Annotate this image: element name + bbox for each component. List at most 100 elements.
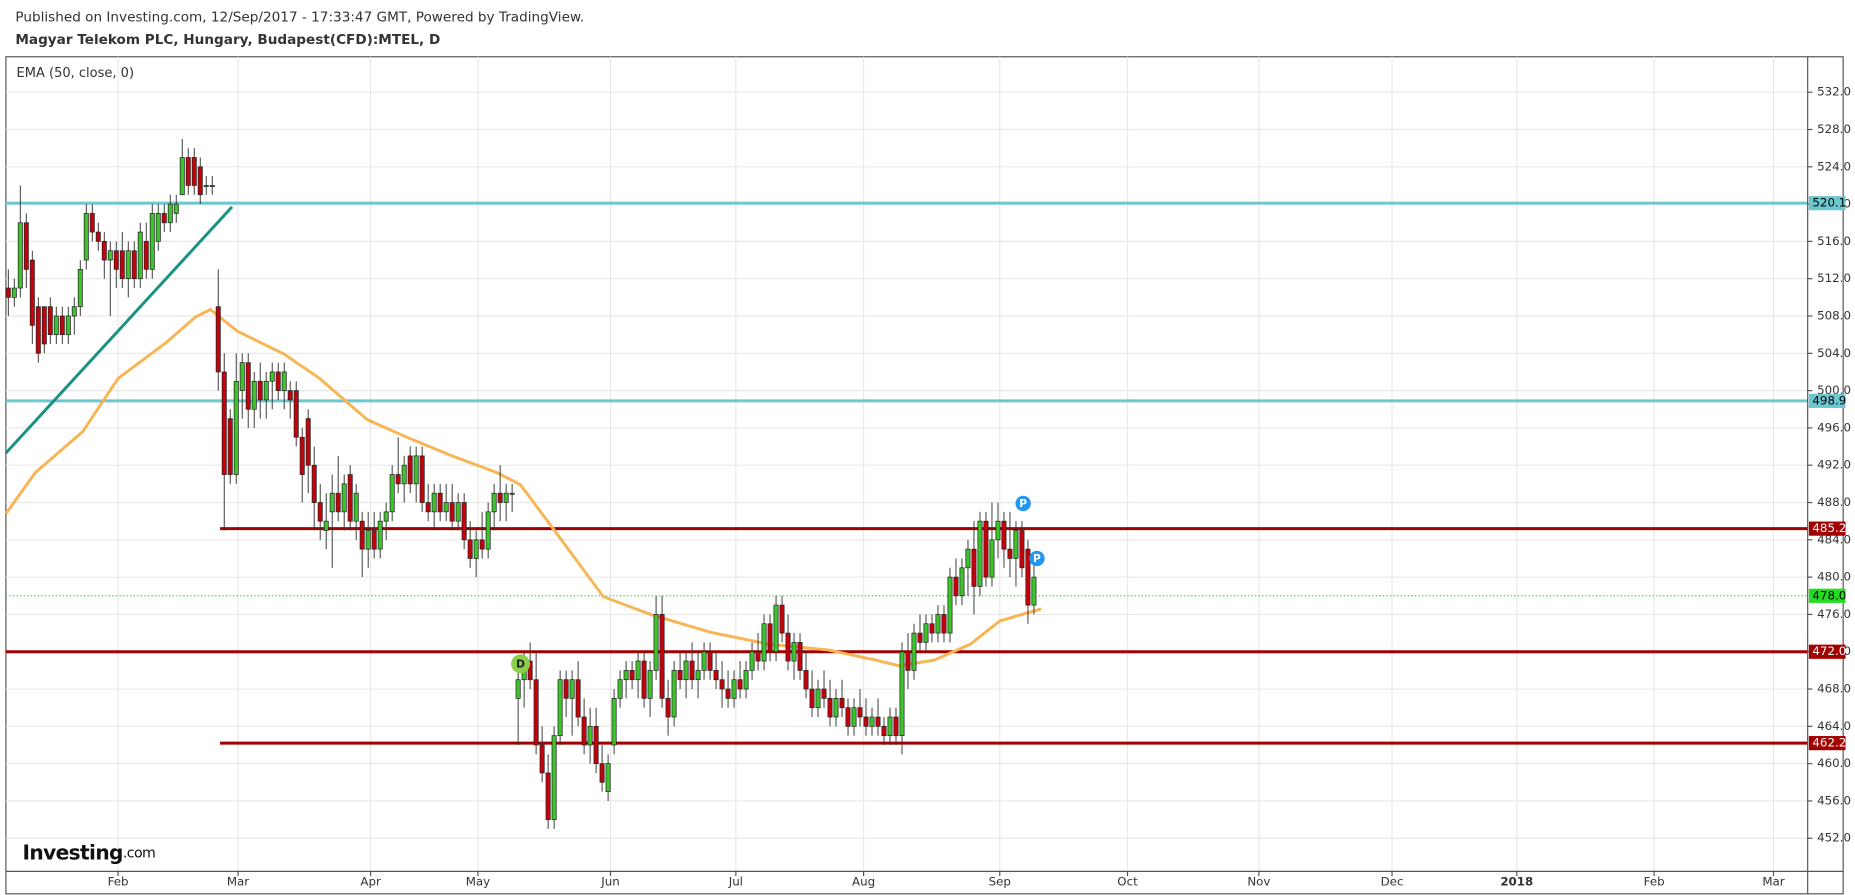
- candle-body: [1007, 548, 1013, 559]
- event-marker-label: D: [516, 657, 525, 670]
- x-tick-label: 2018: [1500, 874, 1533, 888]
- candle-body: [47, 306, 53, 336]
- candle-body: [377, 520, 383, 550]
- candle-body: [743, 670, 749, 690]
- x-tick-label: Mar: [227, 874, 249, 888]
- candle-body: [83, 213, 89, 261]
- candle-body: [239, 362, 245, 391]
- candle-body: [317, 502, 323, 522]
- y-tick-label: 496.0: [1817, 420, 1851, 434]
- candle-body: [617, 679, 623, 699]
- candle-body: [833, 698, 839, 718]
- candle-body: [209, 185, 215, 187]
- candle-body: [719, 679, 725, 690]
- candle-body: [629, 670, 635, 681]
- level-label: 462.2: [1812, 736, 1846, 750]
- candle-body: [683, 660, 689, 681]
- candle-body: [911, 632, 917, 671]
- last-price-label: 478.0: [1812, 588, 1846, 602]
- candle-body: [1019, 530, 1025, 569]
- candle-body: [17, 222, 23, 289]
- x-tick-label: Apr: [360, 874, 381, 888]
- candle-body: [749, 651, 755, 671]
- candle-body: [665, 698, 671, 718]
- candle-body: [53, 315, 59, 336]
- candle-body: [539, 744, 545, 774]
- level-label-bg: [1808, 393, 1846, 408]
- candle-body: [119, 250, 125, 280]
- candle-body: [809, 688, 815, 709]
- candle-body: [155, 213, 161, 242]
- candle-body: [341, 483, 347, 513]
- candle-body: [1001, 520, 1007, 550]
- candle-body: [101, 241, 107, 261]
- candle-body: [311, 464, 317, 503]
- candle-body: [251, 380, 257, 410]
- candle-body: [137, 231, 143, 280]
- candle-body: [827, 698, 833, 718]
- candle-body: [839, 698, 845, 709]
- candle-body: [755, 651, 761, 662]
- candle-body: [785, 632, 791, 662]
- candle-body: [407, 455, 413, 485]
- candle-body: [353, 492, 359, 522]
- candle-body: [203, 185, 209, 187]
- candle-body: [965, 548, 971, 569]
- candle-body: [863, 716, 869, 727]
- y-tick-label: 492.0: [1817, 458, 1851, 472]
- event-marker: [511, 654, 530, 674]
- candle-body: [221, 371, 227, 475]
- candle-body: [179, 157, 185, 196]
- candle-body: [461, 502, 467, 541]
- y-tick-label: 512.0: [1817, 271, 1851, 285]
- y-tick-label: 528.0: [1817, 122, 1851, 136]
- candle-body: [515, 679, 521, 699]
- candle-body: [725, 688, 731, 699]
- candle-body: [875, 716, 881, 727]
- candle-body: [707, 651, 713, 671]
- event-marker: [1029, 550, 1045, 567]
- indicator-label: EMA (50, close, 0): [17, 66, 134, 81]
- candle-body: [89, 213, 95, 233]
- candle-body: [581, 716, 587, 746]
- candle-body: [5, 287, 11, 298]
- x-tick-label: Mar: [1762, 874, 1784, 888]
- level-label: 472.0: [1812, 644, 1846, 658]
- candle-body: [869, 716, 875, 727]
- candle-body: [131, 250, 137, 280]
- candle-body: [923, 623, 929, 643]
- candle-body: [563, 679, 569, 699]
- candle-body: [1031, 576, 1037, 606]
- candle-body: [431, 492, 437, 513]
- candle-body: [287, 390, 293, 401]
- candle-body: [449, 502, 455, 522]
- candle-body: [257, 380, 263, 401]
- candle-body: [395, 474, 401, 485]
- candle-body: [971, 548, 977, 587]
- candle-body: [929, 623, 935, 634]
- candle-body: [779, 604, 785, 634]
- candle-body: [569, 679, 575, 699]
- candle-body: [425, 502, 431, 513]
- candle-body: [917, 632, 923, 643]
- x-tick-label: Dec: [1381, 874, 1404, 888]
- candle-body: [731, 679, 737, 699]
- y-tick-label: 480.0: [1817, 570, 1851, 584]
- x-tick-label: May: [466, 874, 490, 888]
- candle-body: [443, 502, 449, 513]
- y-tick-label: 516.0: [1817, 234, 1851, 248]
- event-marker-label: P: [1033, 552, 1041, 565]
- candle-body: [455, 502, 461, 522]
- candle-body: [71, 306, 77, 317]
- y-tick-label: 508.0: [1817, 309, 1851, 323]
- candle-body: [491, 492, 497, 513]
- level-label: 520.1: [1812, 196, 1846, 210]
- candle-body: [659, 614, 665, 699]
- x-tick-label: Feb: [1644, 874, 1665, 888]
- y-tick-label: 488.0: [1817, 495, 1851, 509]
- candle-body: [113, 250, 119, 270]
- candle-body: [983, 520, 989, 578]
- candle-body: [941, 614, 947, 634]
- x-tick-label: Feb: [108, 874, 129, 888]
- candle-body: [641, 660, 647, 699]
